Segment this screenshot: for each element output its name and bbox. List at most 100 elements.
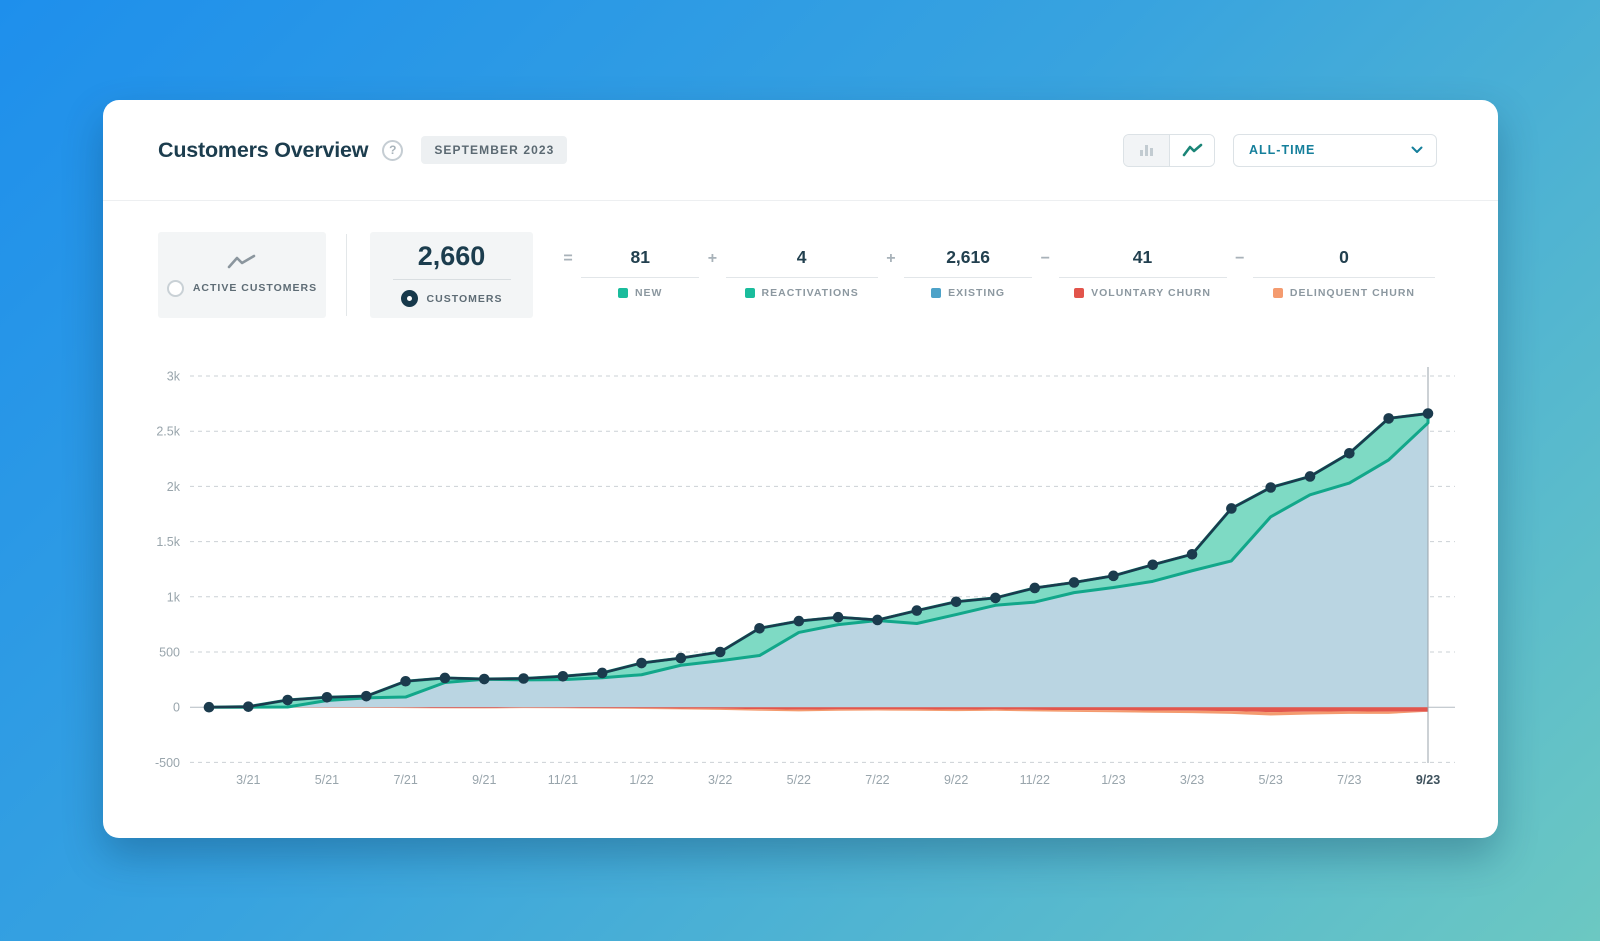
data-point[interactable]: [872, 614, 883, 626]
data-point[interactable]: [557, 670, 569, 682]
data-point[interactable]: [400, 675, 411, 687]
x-tick-label: 11/21: [548, 773, 578, 787]
data-point[interactable]: [1186, 548, 1198, 560]
voluntary-churn-area: [209, 707, 1428, 713]
data-point[interactable]: [203, 701, 215, 713]
x-tick-label: 1/23: [1101, 773, 1125, 787]
metric-column-existing: 2,616 EXISTING: [904, 247, 1033, 299]
x-tick-label: 3/22: [708, 773, 732, 787]
metric-column-voluntary-churn: 41 VOLUNTARY CHURN: [1058, 247, 1227, 299]
data-point[interactable]: [950, 596, 962, 608]
data-point[interactable]: [832, 611, 844, 623]
equation-operator: −: [1040, 250, 1050, 267]
data-point[interactable]: [1147, 559, 1159, 571]
metric-value: 2,616: [946, 247, 990, 267]
data-point[interactable]: [675, 652, 687, 664]
metric-value: 41: [1132, 247, 1153, 267]
equation-operator: +: [707, 250, 718, 267]
y-tick-label: 1.5k: [156, 535, 180, 549]
metric-value: 81: [630, 247, 650, 267]
data-point[interactable]: [478, 673, 490, 685]
data-point[interactable]: [1383, 413, 1394, 424]
metric-underline: [725, 277, 878, 278]
data-point[interactable]: [1304, 471, 1316, 482]
customers-label: CUSTOMERS: [426, 292, 503, 305]
metric-label: NEW: [634, 287, 663, 299]
bar-chart-toggle-button[interactable]: [1124, 134, 1169, 166]
data-point[interactable]: [990, 592, 1001, 604]
equation-operator: −: [1235, 250, 1245, 267]
equation-operator: +: [886, 250, 896, 267]
metric-underline: [904, 277, 1033, 278]
x-tick-label: 11/22: [1020, 773, 1050, 787]
line-chart-icon: [1182, 143, 1202, 157]
metric-column-new: 81 NEW: [581, 247, 700, 299]
y-tick-label: 2.5k: [156, 425, 180, 439]
data-point[interactable]: [911, 605, 923, 616]
data-point[interactable]: [1226, 503, 1237, 514]
chevron-down-icon: [1411, 146, 1423, 153]
metric-strip: ACTIVE CUSTOMERS 2,660 CUSTOMERS = 81 NEW +…: [103, 232, 1498, 320]
customers-overview-card: Customers Overview ? SEPTEMBER 2023 ALL-…: [103, 100, 1498, 838]
data-point[interactable]: [360, 690, 372, 702]
chart-type-toggle: [1123, 133, 1215, 167]
customers-underline: [392, 279, 511, 280]
data-point[interactable]: [243, 701, 254, 712]
metric-underline: [581, 277, 700, 278]
x-tick-label: 9/21: [472, 773, 496, 787]
data-point[interactable]: [636, 657, 647, 669]
customers-chart[interactable]: 3k 2.5k 2k 1.5k 1k 500 0 -500 3/21 5/21 7/21 9/21 11…: [103, 353, 1498, 803]
data-point[interactable]: [1265, 482, 1277, 493]
metric-label: REACTIVATIONS: [761, 287, 859, 299]
customers-radio[interactable]: [400, 290, 418, 307]
time-range-value: ALL-TIME: [1249, 143, 1316, 157]
x-tick-label: 5/23: [1259, 773, 1283, 787]
data-point[interactable]: [439, 672, 451, 684]
active-customers-toggle-card[interactable]: ACTIVE CUSTOMERS: [158, 232, 326, 318]
help-icon[interactable]: ?: [382, 139, 404, 161]
time-range-dropdown[interactable]: ALL-TIME: [1233, 133, 1437, 167]
legend-swatch-icon: [1272, 288, 1283, 298]
metric-legend: DELINQUENT CHURN: [1272, 287, 1415, 299]
data-point[interactable]: [793, 615, 805, 627]
y-tick-label: 500: [159, 646, 180, 660]
data-point[interactable]: [714, 646, 726, 658]
data-point[interactable]: [1068, 577, 1080, 588]
metric-legend: REACTIVATIONS: [744, 287, 859, 299]
data-point[interactable]: [1108, 570, 1119, 582]
delinquent-churn-area: [209, 707, 1428, 716]
data-point[interactable]: [596, 667, 608, 679]
data-point[interactable]: [1029, 582, 1041, 594]
equation-operator: =: [563, 250, 573, 267]
header-divider: [103, 200, 1498, 201]
legend-swatch-icon: [1074, 288, 1085, 298]
total-customers-line: [208, 412, 1429, 709]
customers-total-value: 2,660: [417, 241, 486, 271]
bar-chart-icon: [1140, 145, 1153, 156]
metric-legend: VOLUNTARY CHURN: [1074, 287, 1211, 299]
active-customers-label: ACTIVE CUSTOMERS: [192, 282, 318, 294]
data-point[interactable]: [518, 673, 529, 684]
data-point[interactable]: [754, 622, 765, 634]
data-point[interactable]: [321, 691, 333, 703]
metric-underline: [1252, 277, 1435, 278]
y-tick-label: 3k: [167, 370, 181, 384]
active-customers-radio[interactable]: [166, 279, 184, 297]
data-point[interactable]: [1422, 408, 1434, 419]
x-tick-label: 3/21: [236, 773, 260, 787]
metric-value: 4: [796, 247, 807, 267]
metric-column-delinquent-churn: 0 DELINQUENT CHURN: [1252, 247, 1435, 299]
x-tick-label: 5/21: [315, 773, 339, 787]
legend-swatch-icon: [617, 288, 628, 298]
period-badge: SEPTEMBER 2023: [421, 136, 568, 164]
metric-column-reactivations: 4 REACTIVATIONS: [725, 247, 878, 299]
data-point[interactable]: [1344, 447, 1355, 459]
y-tick-label: 0: [173, 701, 180, 715]
line-chart-toggle-button[interactable]: [1169, 134, 1214, 166]
legend-swatch-icon: [931, 288, 942, 298]
x-tick-label: 5/22: [787, 773, 811, 787]
customers-total-card[interactable]: 2,660 CUSTOMERS: [370, 232, 533, 318]
y-tick-label: 2k: [167, 480, 181, 494]
data-point[interactable]: [282, 694, 293, 706]
